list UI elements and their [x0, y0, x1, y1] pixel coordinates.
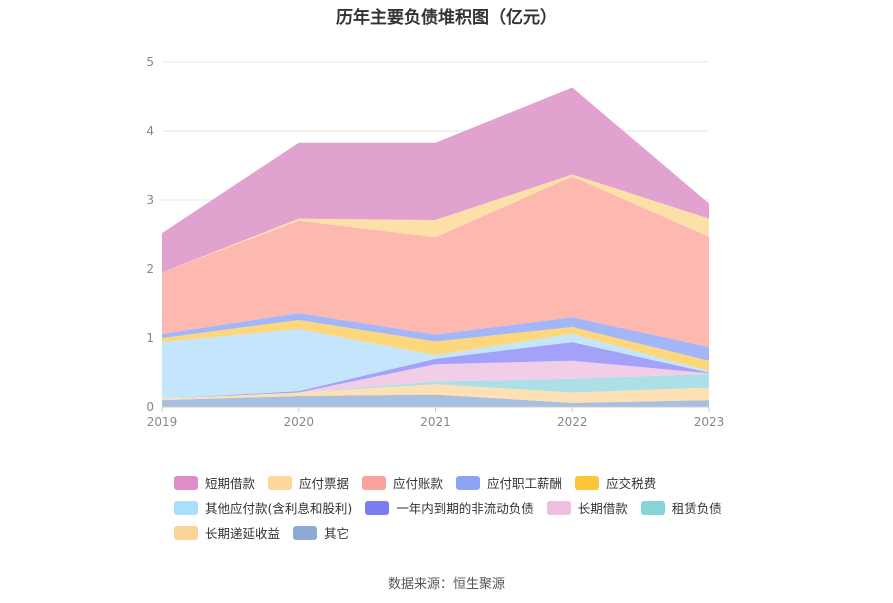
legend-label: 其它 [324, 526, 350, 541]
y-tick-label: 3 [146, 193, 154, 207]
x-tick-label: 2019 [147, 415, 178, 429]
legend-swatch [174, 525, 198, 540]
legend-swatch [365, 500, 390, 515]
legend-label: 应付职工薪酬 [487, 476, 563, 491]
legend-swatch [456, 475, 481, 490]
legend-row: 短期借款 应付票据 应付账款 应付职工薪酬 应交税费 [174, 470, 774, 495]
legend-swatch [546, 500, 571, 515]
area-series-2 [162, 174, 709, 273]
legend-item[interactable]: 长期借款 [546, 498, 628, 517]
area-series-4 [162, 313, 709, 361]
legend-item[interactable]: 长期递延收益 [174, 523, 280, 542]
legend-item[interactable]: 应付账款 [362, 473, 443, 492]
area-series-layer [162, 87, 709, 407]
chart-legend: 短期借款 应付票据 应付账款 应付职工薪酬 应交税费其他应付款(含利息和股利) 一年内到期… [174, 470, 774, 545]
legend-swatch [362, 475, 387, 490]
area-series-10 [162, 384, 709, 403]
area-series-8 [162, 360, 709, 399]
y-tick-label: 2 [146, 262, 154, 276]
area-series-11 [162, 394, 709, 407]
y-tick-label: 1 [146, 331, 154, 345]
area-series-5 [162, 320, 709, 372]
legend-swatch [174, 500, 198, 515]
legend-item[interactable]: 其他应付款(含利息和股利) [174, 498, 352, 517]
legend-label: 短期借款 [205, 476, 256, 491]
legend-item[interactable]: 应交税费 [575, 473, 656, 492]
legend-label: 其他应付款(含利息和股利) [205, 501, 353, 516]
y-tick-label: 4 [146, 124, 154, 138]
legend-label: 长期递延收益 [205, 526, 281, 541]
legend-row: 长期递延收益 其它 [174, 520, 774, 545]
legend-item[interactable]: 租赁负债 [640, 498, 722, 517]
legend-item[interactable]: 一年内到期的非流动负债 [365, 498, 534, 517]
legend-label: 应交税费 [606, 476, 657, 491]
legend-swatch [293, 525, 318, 540]
legend-item[interactable]: 其它 [293, 523, 349, 542]
legend-label: 租赁负债 [671, 501, 722, 516]
chart-title: 历年主要负债堆积图（亿元） [336, 8, 557, 28]
legend-label: 应付账款 [393, 476, 444, 491]
legend-label: 长期借款 [577, 501, 628, 516]
area-series-7 [162, 342, 709, 399]
x-tick-label: 2020 [283, 415, 314, 429]
y-tick-label: 0 [146, 400, 154, 414]
source-note: 数据来源：恒生聚源 [387, 577, 505, 592]
legend-swatch [174, 475, 198, 490]
legend-item[interactable]: 短期借款 [174, 473, 255, 492]
legend-label: 一年内到期的非流动负债 [396, 501, 534, 516]
legend-row: 其他应付款(含利息和股利) 一年内到期的非流动负债 长期借款 租赁负债 [174, 495, 774, 520]
x-tick-label: 2022 [557, 415, 588, 429]
legend-item[interactable]: 应付职工薪酬 [456, 473, 562, 492]
axis-layer: 0 1 2 3 4 5 2019 2020 2021 2022 2023 [146, 55, 724, 429]
x-tick-label: 2023 [694, 415, 725, 429]
y-tick-label: 5 [146, 55, 154, 69]
x-tick-label: 2021 [420, 415, 451, 429]
area-series-3 [162, 176, 709, 347]
legend-swatch [575, 475, 600, 490]
legend-swatch [268, 475, 293, 490]
legend-label: 应付票据 [299, 476, 350, 491]
area-series-6 [162, 329, 709, 399]
legend-swatch [640, 500, 665, 515]
area-series-1 [162, 87, 709, 273]
legend-item[interactable]: 应付票据 [268, 473, 349, 492]
